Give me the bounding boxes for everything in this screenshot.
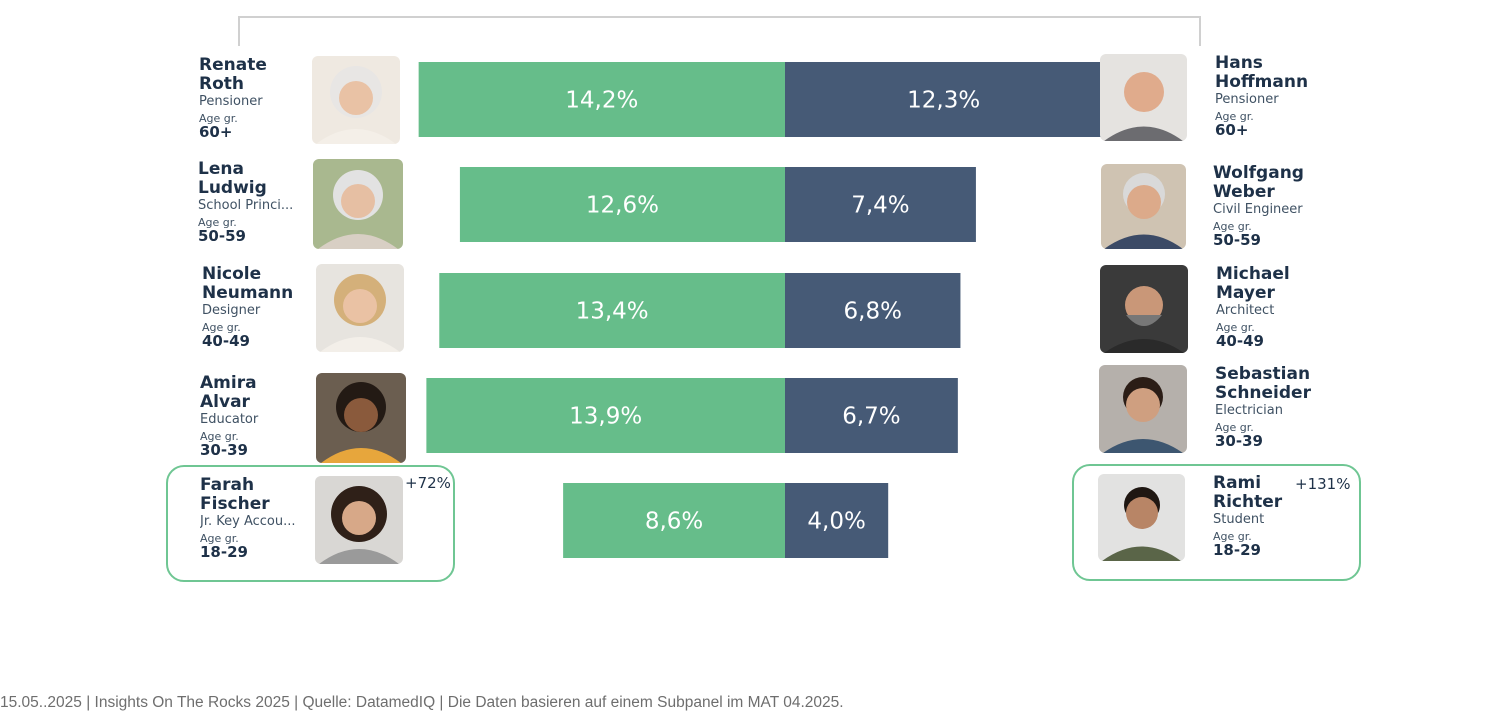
growth-label-right: +131%: [1295, 475, 1351, 493]
age-group-label: Age gr.: [198, 216, 237, 229]
bar-male-40-49: [785, 273, 961, 348]
growth-label-left: +72%: [405, 474, 451, 492]
persona-first-name: Wolfgang: [1213, 163, 1304, 183]
avatar: [1100, 265, 1188, 353]
age-group-label: Age gr.: [1215, 110, 1254, 123]
persona-right-60plus: Hans Hoffmann Pensioner Age gr. 60+: [1215, 54, 1335, 138]
persona-role: Student: [1213, 512, 1265, 527]
data-label-female-50-59: 12,6%: [586, 193, 659, 219]
bar-female-50-59: [459, 167, 785, 242]
persona-first-name: Nicole: [202, 264, 262, 284]
persona-last-name: Hoffmann: [1215, 72, 1309, 92]
persona-first-name: Sebastian: [1215, 364, 1311, 384]
persona-last-name: Ludwig: [198, 178, 267, 198]
age-group-label: Age gr.: [1215, 421, 1254, 434]
bar-male-30-39: [785, 378, 958, 453]
bar-female-18-29: [563, 483, 785, 558]
highlight-box-right: [1072, 464, 1361, 581]
persona-first-name: Hans: [1215, 53, 1263, 73]
bar-male-18-29: [785, 483, 889, 558]
persona-right-18-29: Rami Richter Student Age gr. 18-29: [1213, 474, 1333, 558]
avatar: [315, 476, 403, 564]
age-group-value: 60+: [199, 123, 233, 141]
persona-left-18-29: Farah Fischer Jr. Key Accou... Age gr. 1…: [200, 476, 304, 560]
age-group-label: Age gr.: [202, 321, 241, 334]
persona-last-name: Alvar: [200, 392, 250, 412]
data-label-male-40-49: 6,8%: [844, 299, 902, 325]
data-label-female-60+: 14,2%: [565, 88, 638, 114]
age-group-label: Age gr.: [1213, 530, 1252, 543]
bar-female-30-39: [426, 378, 785, 453]
persona-first-name: Michael: [1216, 264, 1290, 284]
avatar: [312, 56, 400, 144]
age-group-label: Age gr.: [200, 430, 239, 443]
age-group-label: Age gr.: [1213, 220, 1252, 233]
bar-male-50-59: [785, 167, 976, 242]
highlight-box-left: [166, 465, 455, 582]
data-label-male-50-59: 7,4%: [851, 193, 909, 219]
persona-last-name: Richter: [1213, 492, 1283, 512]
persona-last-name: Roth: [199, 74, 244, 94]
bar-female-60+: [418, 62, 785, 137]
persona-first-name: Farah: [200, 475, 255, 495]
avatar: [1099, 365, 1187, 453]
avatar: [1100, 54, 1187, 141]
data-label-male-60+: 12,3%: [907, 88, 980, 114]
age-group-value: 40-49: [1216, 332, 1264, 350]
data-label-female-40-49: 13,4%: [576, 299, 649, 325]
persona-last-name: Mayer: [1216, 283, 1275, 303]
persona-right-40-49: Michael Mayer Architect Age gr. 40-49: [1216, 265, 1336, 349]
age-group-value: 18-29: [1213, 541, 1261, 559]
avatar: [1101, 164, 1186, 249]
age-group-label: Age gr.: [200, 532, 239, 545]
bar-female-40-49: [439, 273, 785, 348]
persona-left-40-49: Nicole Neumann Designer Age gr. 40-49: [202, 265, 322, 349]
avatar: [1098, 474, 1185, 561]
age-group-value: 50-59: [1213, 231, 1261, 249]
persona-last-name: Schneider: [1215, 383, 1311, 403]
data-label-female-30-39: 13,9%: [569, 404, 642, 430]
persona-first-name: Renate: [199, 55, 267, 75]
persona-right-30-39: Sebastian Schneider Electrician Age gr. …: [1215, 365, 1335, 449]
persona-last-name: Weber: [1213, 182, 1275, 202]
persona-role: Designer: [202, 303, 261, 318]
persona-role: School Princi...: [198, 198, 294, 213]
persona-role: Civil Engineer: [1213, 202, 1303, 217]
age-group-value: 30-39: [1215, 432, 1263, 450]
age-group-label: Age gr.: [199, 112, 238, 125]
persona-left-50-59: Lena Ludwig School Princi... Age gr. 50-…: [198, 160, 318, 244]
persona-first-name: Lena: [198, 159, 244, 179]
persona-left-30-39: Amira Alvar Educator Age gr. 30-39: [200, 374, 320, 458]
persona-first-name: Rami: [1213, 473, 1262, 493]
age-group-value: 40-49: [202, 332, 250, 350]
data-label-female-18-29: 8,6%: [645, 509, 703, 535]
persona-role: Pensioner: [1215, 92, 1279, 107]
persona-last-name: Fischer: [200, 494, 270, 514]
data-label-male-30-39: 6,7%: [842, 404, 900, 430]
persona-right-50-59: Wolfgang Weber Civil Engineer Age gr. 50…: [1213, 164, 1333, 248]
top-bracket: [238, 16, 1201, 46]
avatar: [316, 373, 406, 463]
avatar: [313, 159, 403, 249]
bar-male-60+: [785, 62, 1103, 137]
age-group-value: 50-59: [198, 227, 246, 245]
persona-role: Jr. Key Accou...: [200, 514, 296, 529]
age-group-label: Age gr.: [1216, 321, 1255, 334]
persona-role: Architect: [1216, 303, 1275, 318]
age-group-value: 30-39: [200, 441, 248, 459]
persona-role: Electrician: [1215, 403, 1283, 418]
persona-role: Pensioner: [199, 94, 263, 109]
footer-source-note: 15.05..2025 | Insights On The Rocks 2025…: [0, 694, 844, 711]
age-group-value: 60+: [1215, 121, 1249, 139]
age-group-value: 18-29: [200, 543, 248, 561]
persona-left-60plus: Renate Roth Pensioner Age gr. 60+: [199, 56, 319, 140]
persona-last-name: Neumann: [202, 283, 294, 303]
data-label-male-18-29: 4,0%: [807, 509, 865, 535]
avatar: [316, 264, 404, 352]
persona-first-name: Amira: [200, 373, 257, 393]
persona-role: Educator: [200, 412, 259, 427]
